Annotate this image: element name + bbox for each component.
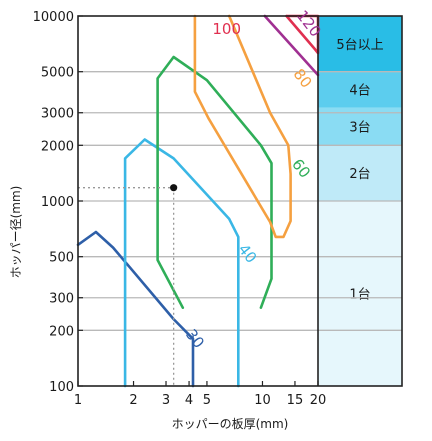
x-axis-title: ホッパーの板厚(mm) (172, 417, 289, 431)
x-tick-label-1: 2 (129, 393, 137, 408)
band-1 (318, 71, 402, 108)
annotation-point (170, 184, 178, 192)
x-tick-label-7: 20 (310, 393, 327, 408)
series-label-30: 30 (182, 326, 208, 352)
series-line-30 (76, 230, 195, 388)
axis-titles: ホッパーの板厚(mm) ホッパー径(mm) (9, 186, 288, 431)
y-tick-label-6: 3000 (41, 107, 74, 122)
y-tick-label-7: 5000 (41, 66, 74, 81)
annotation-group (78, 184, 178, 386)
y-tick-label-3: 500 (49, 251, 74, 266)
band-label-3: 2台 (349, 167, 370, 182)
x-tick-label-6: 15 (287, 393, 304, 408)
series-line-40 (123, 138, 240, 388)
x-tick-label-4: 5 (203, 393, 211, 408)
band-3 (318, 145, 402, 201)
y-tick-label-8: 10000 (33, 10, 74, 25)
series-label-60: 60 (288, 155, 314, 181)
y-tick-label-0: 100 (49, 380, 74, 395)
series-line-80 (193, 14, 292, 239)
band-0 (318, 16, 402, 72)
series-label-100: 100 (212, 20, 241, 38)
y-axis-title: ホッパー径(mm) (9, 186, 23, 279)
x-tick-label-5: 10 (254, 393, 271, 408)
y-ticks: 100 200 300 500 1000 2000 3000 5000 10000 (33, 10, 83, 395)
band-2 (318, 107, 402, 146)
y-tick-label-4: 1000 (41, 195, 74, 210)
x-tick-label-3: 4 (185, 393, 193, 408)
x-tick-label-2: 3 (162, 393, 170, 408)
x-ticks: 1 2 3 4 5 10 15 20 (74, 381, 326, 408)
grid (78, 71, 402, 331)
y-tick-label-2: 300 (49, 292, 74, 307)
band-label-1: 4台 (349, 84, 370, 99)
series-group (76, 14, 320, 388)
series-line-120 (263, 14, 320, 77)
band-label-4: 1台 (349, 288, 370, 303)
y-tick-label-1: 200 (49, 324, 74, 339)
side-bands: 5台以上 4台 3台 2台 1台 (318, 16, 402, 386)
series-line-60 (156, 55, 273, 309)
y-tick-label-5: 2000 (41, 139, 74, 154)
band-label-0: 5台以上 (336, 38, 383, 53)
x-tick-label-0: 1 (74, 393, 82, 408)
band-4 (318, 201, 402, 386)
band-label-2: 3台 (349, 120, 370, 135)
